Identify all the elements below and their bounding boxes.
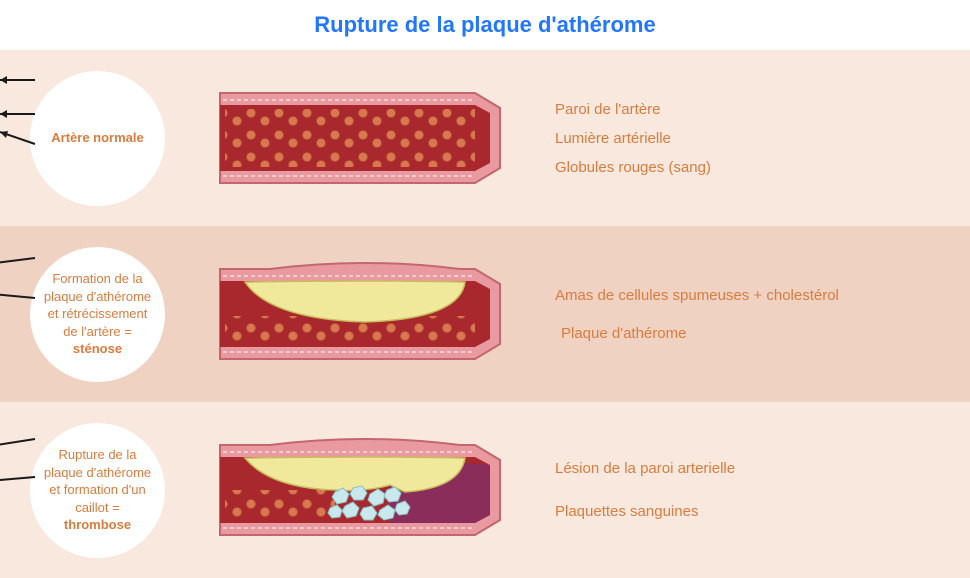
stage-thrombosis: Rupture de la plaque d'athérome et forma… xyxy=(0,402,970,578)
stage-normal: Artère normale Paroi de l'artère Lumière… xyxy=(0,50,970,226)
artery-illustration xyxy=(215,430,515,550)
label-group: Lésion de la paroi arterielle Plaquettes… xyxy=(515,460,940,520)
diagram-container: Rupture de la plaque d'athérome Artère n… xyxy=(0,0,970,578)
label-platelets: Plaquettes sanguines xyxy=(555,503,940,520)
label-foam: Amas de cellules spumeuses + cholestérol xyxy=(555,286,940,306)
stage-circle: Rupture de la plaque d'athérome et forma… xyxy=(30,423,165,558)
label-lesion: Lésion de la paroi arterielle xyxy=(555,460,940,477)
label-group: Amas de cellules spumeuses + cholestérol… xyxy=(515,286,940,343)
artery-illustration xyxy=(215,83,515,193)
arrow-group xyxy=(0,72,40,192)
arrow-group xyxy=(0,417,40,537)
stage-circle: Formation de la plaque d'athérome et rét… xyxy=(30,247,165,382)
label-group: Paroi de l'artère Lumière artérielle Glo… xyxy=(515,101,940,176)
diagram-title: Rupture de la plaque d'athérome xyxy=(0,0,970,50)
label-plaque: Plaque d'athérome xyxy=(555,325,940,342)
circle-label: Artère normale xyxy=(51,129,143,147)
artery-illustration xyxy=(215,254,515,374)
circle-label: Rupture de la plaque d'athérome et forma… xyxy=(42,446,153,534)
stage-circle: Artère normale xyxy=(30,71,165,206)
label-lumen: Lumière artérielle xyxy=(555,130,940,147)
label-rbc: Globules rouges (sang) xyxy=(555,159,940,176)
label-wall: Paroi de l'artère xyxy=(555,101,940,118)
stage-stenosis: Formation de la plaque d'athérome et rét… xyxy=(0,226,970,402)
circle-label: Formation de la plaque d'athérome et rét… xyxy=(42,270,153,358)
arrow-group xyxy=(0,236,40,356)
